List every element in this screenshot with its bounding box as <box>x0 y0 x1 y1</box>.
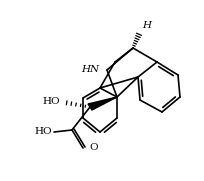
Text: HO: HO <box>34 127 52 136</box>
Polygon shape <box>88 97 116 110</box>
Text: HN: HN <box>81 66 99 75</box>
Text: HO: HO <box>42 98 60 106</box>
Text: O: O <box>89 144 97 153</box>
Text: H: H <box>141 21 150 30</box>
